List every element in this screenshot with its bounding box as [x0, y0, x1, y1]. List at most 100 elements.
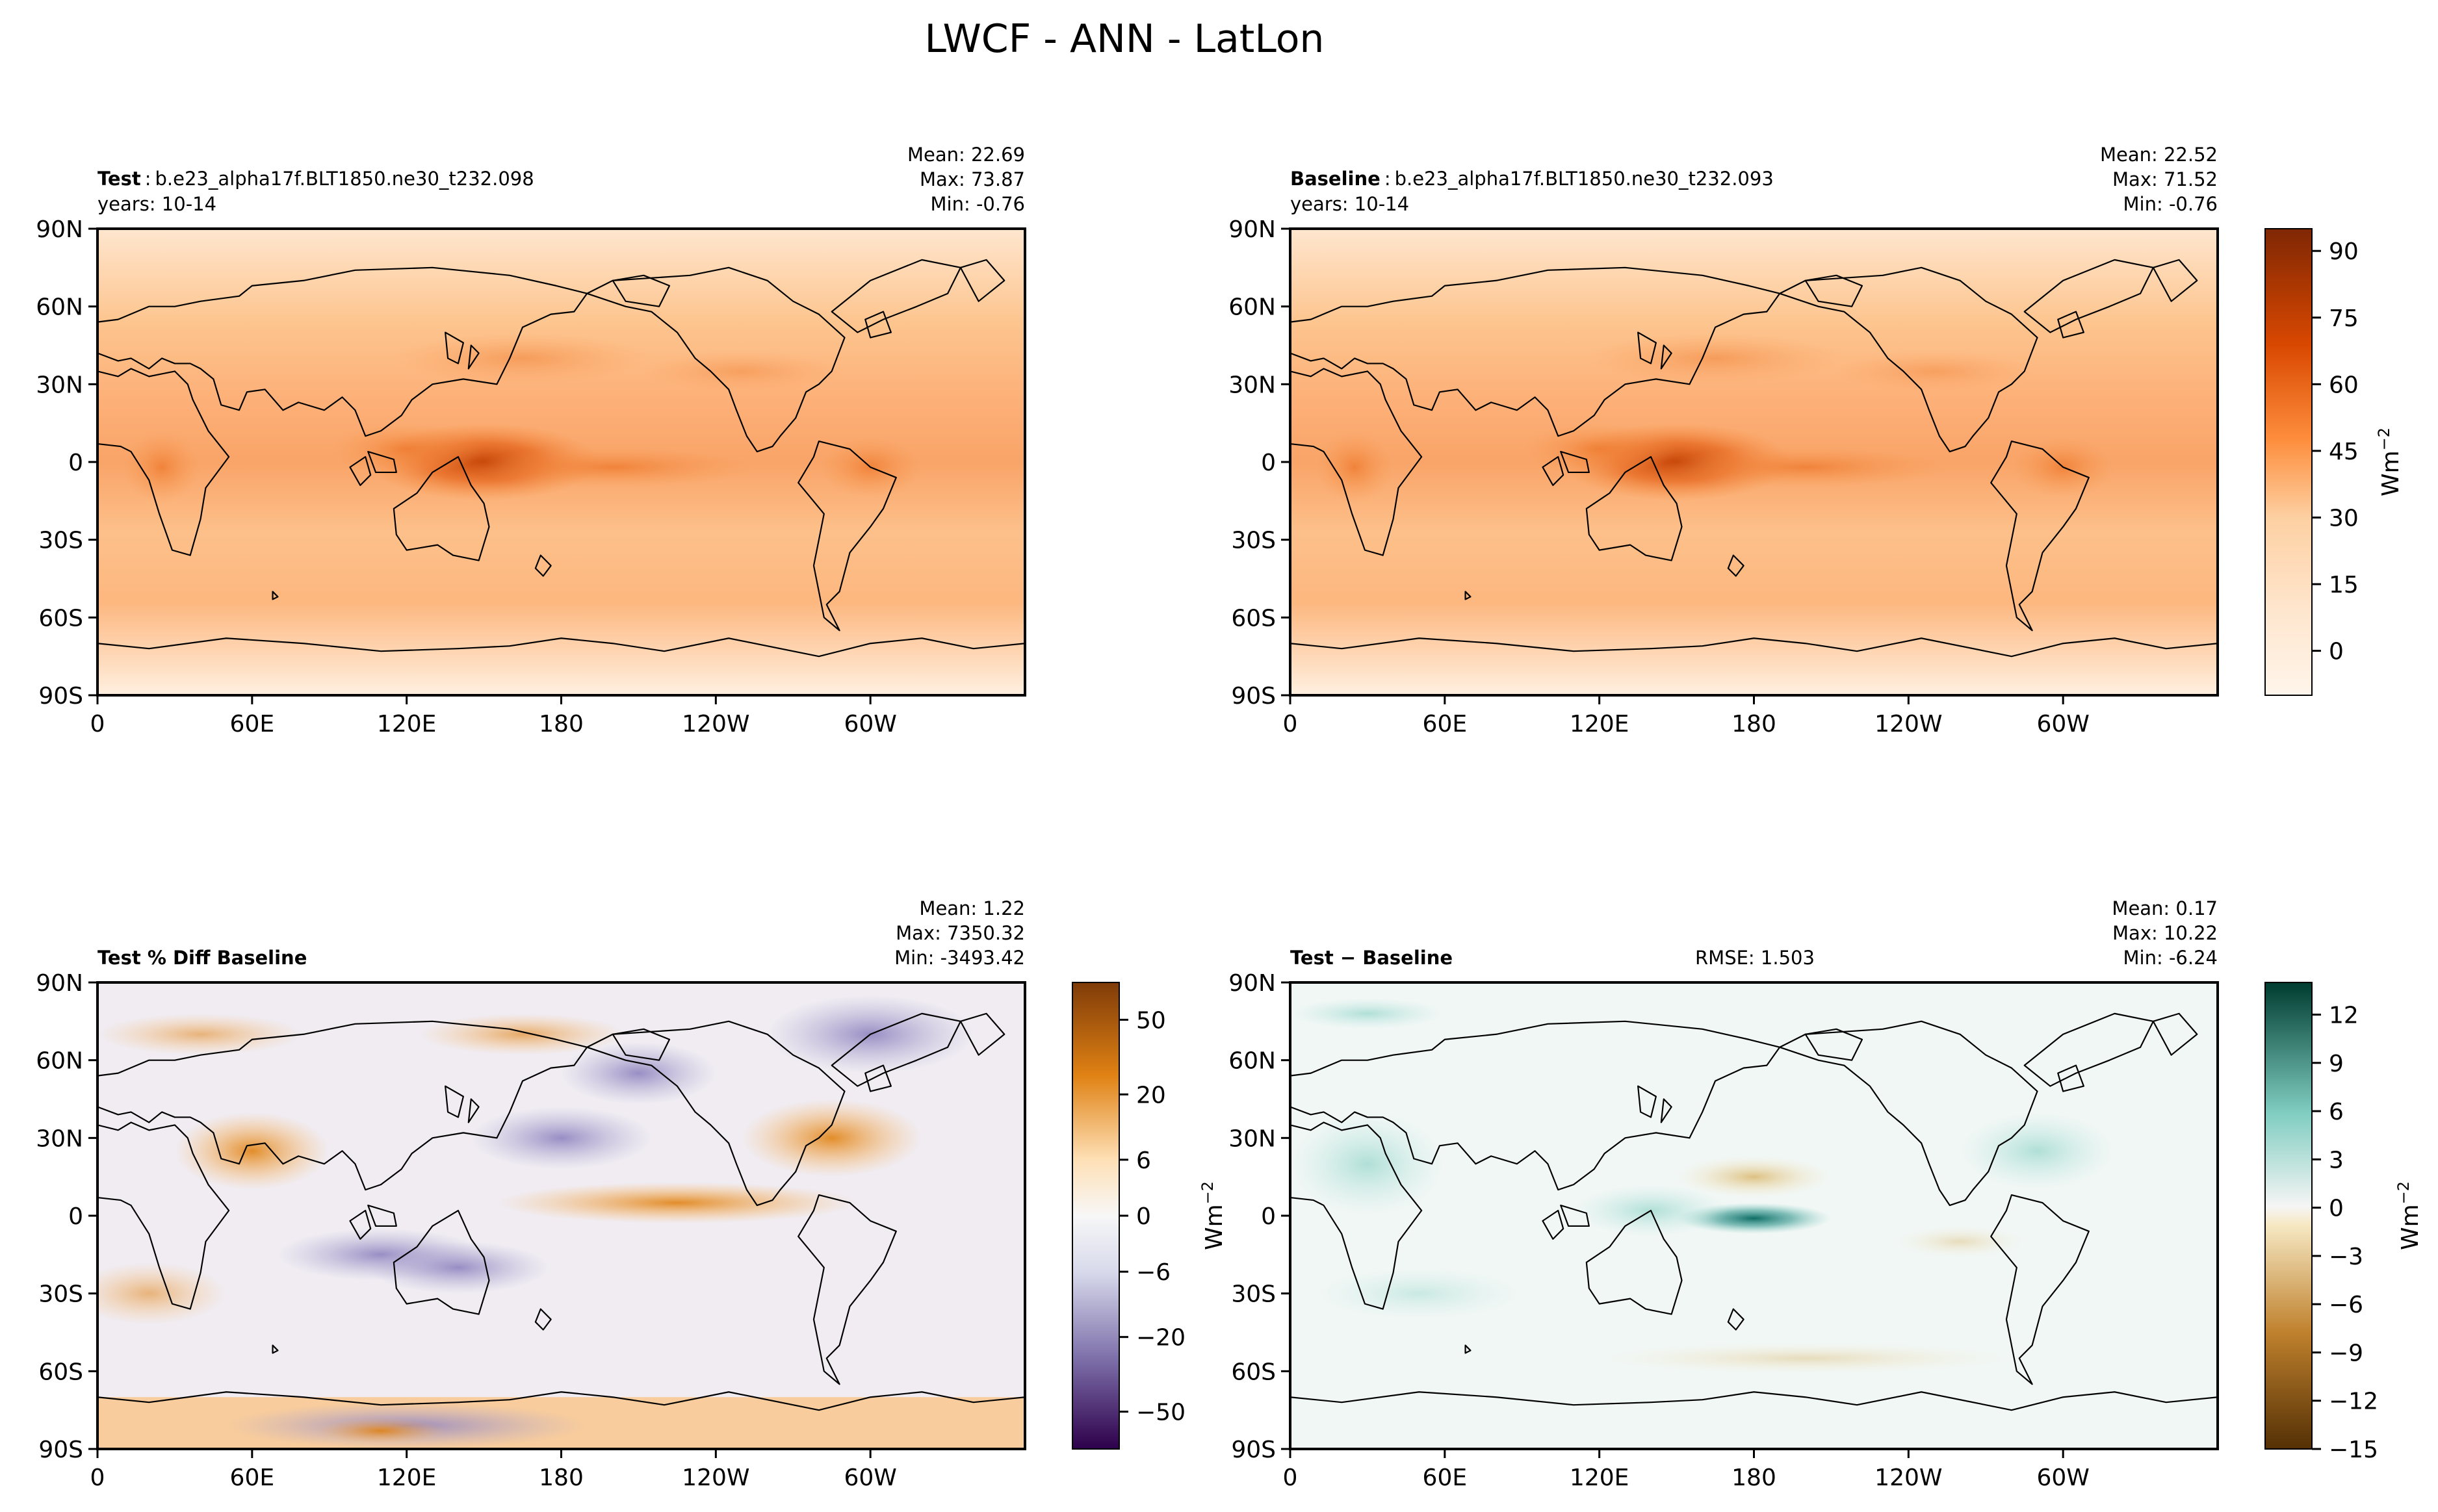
colorbar-pct: 50 20 6 0 −6 −20 −50 — [1072, 982, 1186, 1450]
lon-tick-label: 60E — [230, 1465, 275, 1491]
colorbar-tick-label: −50 — [1136, 1400, 1186, 1426]
lat-tick-label: 60S — [1231, 1359, 1276, 1385]
colorbar-tick-label: 30 — [2329, 505, 2359, 532]
lon-tick-label: 0 — [1283, 1465, 1298, 1491]
figure-title: LWCF - ANN - LatLon — [925, 16, 1325, 62]
stat-max-pctdiff: Max: 7350.32 — [896, 922, 1025, 944]
stat-mean-baseline: Mean: 22.52 — [2100, 144, 2218, 166]
colorbar-tick-label: 0 — [2329, 1196, 2344, 1222]
lat-tick-label: 90S — [38, 1437, 83, 1463]
lon-tick-label: 0 — [90, 1465, 105, 1491]
panel-years-test: years: 10-14 — [97, 193, 216, 215]
colorbar-tick-label: 75 — [2329, 305, 2359, 332]
panel-sep-baseline: : — [1384, 168, 1391, 190]
panel-label-baseline: Baseline — [1290, 168, 1381, 190]
lon-tick-label: 120W — [682, 1465, 749, 1491]
lon-tick-label: 60W — [844, 1465, 896, 1491]
lat-tick-label: 0 — [1261, 450, 1276, 476]
lat-tick-label: 60N — [36, 1048, 83, 1075]
colorbar-pct-fill — [1072, 982, 1120, 1450]
colorbar-diff-units-base: Wm — [2397, 1204, 2424, 1250]
lat-tick-label: 0 — [68, 450, 83, 476]
lon-tick-label: 60W — [2036, 711, 2089, 737]
lon-tick-label: 180 — [1731, 1465, 1776, 1491]
lat-tick-label: 30N — [1228, 372, 1276, 398]
lat-tick-label: 30N — [1228, 1125, 1276, 1152]
lat-tick-label: 60S — [1231, 605, 1276, 632]
colorbar-tick-label: 12 — [2329, 1003, 2359, 1029]
colorbar-tick-label: 50 — [1136, 1007, 1166, 1034]
lat-tick-label: 90S — [1231, 683, 1276, 710]
panel-sep-test: : — [145, 168, 151, 190]
lat-tick-label: 90N — [36, 216, 83, 243]
colorbar-tick-label: 6 — [2329, 1099, 2344, 1125]
header-pctdiff: Test % Diff Baseline Mean: 1.22 Max: 735… — [97, 897, 1025, 969]
colorbar-main-units: Wm−2 — [2375, 428, 2404, 496]
map-diff — [1290, 982, 2218, 1449]
lat-tick-label: 30S — [38, 1281, 83, 1308]
panel-diff — [1289, 981, 2219, 1450]
panel-title-baseline: Baseline: b.e23_alpha17f.BLT1850.ne30_t23… — [1290, 168, 1774, 190]
lat-tick-label: 90N — [36, 970, 83, 997]
lon-tick-label: 60W — [844, 711, 896, 737]
stat-mean-pctdiff: Mean: 1.22 — [919, 897, 1025, 919]
lat-tick-label: 90N — [1228, 970, 1276, 997]
colorbar-diff-ticks: 12 9 6 3 0 −3 −6 −9 −12 −15 — [2312, 1003, 2378, 1463]
colorbar-pct-units-base: Wm — [1201, 1204, 1228, 1250]
colorbar-main-units-exp: −2 — [2375, 428, 2393, 450]
colorbar-main-fill — [2264, 228, 2313, 696]
map-baseline — [1290, 229, 2218, 695]
lon-tick-label: 120E — [1570, 1465, 1629, 1491]
colorbar-tick-label: −20 — [1136, 1325, 1186, 1352]
panel-name-baseline: b.e23_alpha17f.BLT1850.ne30_t232.093 — [1395, 168, 1774, 190]
panel-pctdiff — [96, 981, 1026, 1450]
colorbar-tick-label: −3 — [2329, 1244, 2363, 1270]
axes-diff: 0 60E 120E 180 120W 60W 90N 60N 30N 0 30S 60S 90S — [1228, 970, 2090, 1491]
colorbar-tick-label: 60 — [2329, 372, 2359, 398]
stat-max-test: Max: 73.87 — [920, 168, 1025, 190]
stat-min-test: Min: -0.76 — [931, 193, 1025, 215]
colorbar-pct-units-exp: −2 — [1199, 1181, 1217, 1204]
lon-tick-label: 180 — [539, 711, 584, 737]
lon-tick-label: 120E — [1570, 711, 1629, 737]
stat-max-diff: Max: 10.22 — [2112, 922, 2218, 944]
lon-tick-label: 60W — [2036, 1465, 2089, 1491]
stat-min-baseline: Min: -0.76 — [2123, 193, 2218, 215]
colorbar-tick-label: 45 — [2329, 439, 2359, 465]
lon-tick-label: 60E — [230, 711, 275, 737]
lat-tick-label: 60N — [36, 294, 83, 321]
lat-tick-label: 60N — [1228, 294, 1276, 321]
lat-tick-label: 0 — [68, 1203, 83, 1230]
panel-label-test: Test — [97, 168, 141, 190]
lat-tick-label: 60N — [1228, 1048, 1276, 1075]
panel-test — [96, 227, 1026, 697]
colorbar-diff-fill — [2264, 982, 2313, 1450]
lat-tick-label: 30S — [1231, 1281, 1276, 1308]
colorbar-tick-label: 3 — [2329, 1147, 2344, 1173]
colorbar-tick-label: 15 — [2329, 572, 2359, 598]
colorbar-diff-units-exp: −2 — [2394, 1181, 2413, 1204]
lon-tick-label: 120E — [377, 711, 436, 737]
lat-tick-label: 90S — [38, 683, 83, 710]
colorbar-tick-label: 90 — [2329, 238, 2359, 265]
axes-baseline: 0 60E 120E 180 120W 60W 90N 60N 30N 0 30S 60S 90S — [1228, 216, 2090, 737]
header-diff: Test − Baseline RMSE: 1.503 Mean: 0.17 M… — [1290, 897, 2218, 969]
colorbar-main-units-base: Wm — [2378, 450, 2404, 496]
colorbar-diff: 12 9 6 3 0 −3 −6 −9 −12 −15 Wm−2 — [2264, 982, 2424, 1463]
lon-tick-label: 60E — [1423, 711, 1468, 737]
map-test — [97, 229, 1025, 695]
panel-name-test: b.e23_alpha17f.BLT1850.ne30_t232.098 — [155, 168, 534, 190]
stat-min-pctdiff: Min: -3493.42 — [894, 947, 1025, 969]
stat-mean-diff: Mean: 0.17 — [2112, 897, 2218, 919]
lat-tick-label: 30S — [1231, 528, 1276, 554]
colorbar-tick-label: 9 — [2329, 1051, 2344, 1077]
map-pctdiff — [97, 982, 1025, 1449]
stat-max-baseline: Max: 71.52 — [2112, 168, 2218, 190]
colorbar-main-ticks: 90 75 60 45 30 15 0 — [2312, 238, 2359, 665]
lon-tick-label: 120E — [377, 1465, 436, 1491]
lon-tick-label: 0 — [90, 711, 105, 737]
colorbar-tick-label: −15 — [2329, 1437, 2378, 1463]
lat-tick-label: 60S — [38, 605, 83, 632]
colorbar-pct-ticks: 50 20 6 0 −6 −20 −50 — [1119, 1007, 1186, 1426]
stat-mean-test: Mean: 22.69 — [907, 144, 1025, 166]
